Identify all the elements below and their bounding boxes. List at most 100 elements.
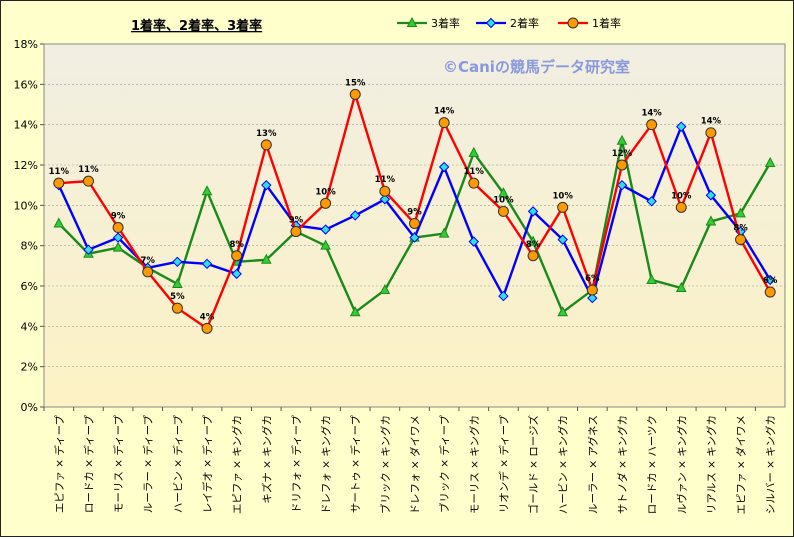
y-tick-label: 14% xyxy=(14,119,38,132)
y-tick-label: 8% xyxy=(21,240,38,253)
watermark: ©Caniの競馬データ研究室 xyxy=(443,58,630,76)
data-point-triangle xyxy=(616,134,628,145)
data-label: 11% xyxy=(78,165,99,175)
data-label: 12% xyxy=(612,149,633,159)
data-label: 6% xyxy=(585,274,600,284)
x-tick-label: キズナ × キングカ xyxy=(260,415,273,504)
data-point-triangle xyxy=(349,306,361,317)
x-tick-label: ロードカ × ディープ xyxy=(82,415,95,514)
x-tick-label: エピファ × ディープ xyxy=(53,415,66,514)
y-tick-label: 18% xyxy=(14,38,38,51)
data-point-diamond xyxy=(676,121,687,132)
data-point-diamond xyxy=(231,268,242,280)
data-point-circle xyxy=(82,175,94,187)
data-label: 14% xyxy=(701,117,722,127)
data-point-diamond xyxy=(764,274,776,286)
data-point-diamond xyxy=(320,224,331,235)
data-point-diamond xyxy=(379,194,391,205)
x-tick-label: ブリック × ディープ xyxy=(438,415,451,514)
data-point-diamond xyxy=(261,179,272,191)
data-label: 10% xyxy=(315,187,336,197)
y-tick-label: 6% xyxy=(21,280,38,293)
data-point-circle xyxy=(112,222,124,234)
data-point-triangle xyxy=(438,227,450,238)
data-label: 15% xyxy=(345,78,366,88)
x-tick-label: ドリフォ × ディープ xyxy=(290,415,303,514)
data-point-triangle xyxy=(498,187,509,198)
legend-item-1: 3着率 xyxy=(397,16,460,30)
data-label: 13% xyxy=(256,129,277,139)
data-label: 11% xyxy=(375,175,396,185)
data-point-circle xyxy=(379,185,391,197)
data-point-triangle xyxy=(527,235,539,246)
data-point-circle xyxy=(468,177,480,189)
data-labels: 11% 11% 9% 7% 5% 4% 8% 13% 9% 10% 15% 11% 9% 14% 11% 10… xyxy=(49,78,778,322)
data-point-triangle xyxy=(557,306,569,317)
data-label: 8% xyxy=(733,224,748,234)
data-point-diamond xyxy=(527,206,539,217)
gridlines xyxy=(44,84,785,367)
data-point-triangle xyxy=(112,241,124,252)
data-label: 6% xyxy=(763,276,778,286)
data-point-triangle xyxy=(379,283,391,295)
y-axis: 0% 2% 4% 6% 8% 10% 12% 14% 16% 18% xyxy=(14,38,44,414)
data-label: 9% xyxy=(111,212,126,222)
data-point-circle xyxy=(567,17,579,29)
data-point-triangle xyxy=(201,185,213,196)
data-label: 14% xyxy=(641,109,662,119)
data-label: 11% xyxy=(49,167,70,177)
data-point-triangle xyxy=(53,217,65,228)
y-tick-label: 4% xyxy=(21,320,38,333)
data-point-diamond xyxy=(172,256,183,268)
x-tick-label: ゴールド × ロージズ xyxy=(527,415,540,514)
data-point-diamond xyxy=(438,161,450,173)
x-tick-label: モーリス × ディープ xyxy=(112,415,125,514)
data-point-circle xyxy=(527,250,539,262)
x-tick-label: サトノダ × キングカ xyxy=(616,415,629,514)
data-point-diamond xyxy=(201,258,213,270)
data-label: 7% xyxy=(141,256,156,266)
data-point-circle xyxy=(231,250,243,262)
data-label: 11% xyxy=(464,167,485,177)
data-point-diamond xyxy=(705,190,717,201)
data-point-triangle xyxy=(764,156,776,167)
x-tick-label: ドレフォ × キングカ xyxy=(320,415,333,514)
data-point-circle xyxy=(409,217,420,229)
data-point-circle xyxy=(320,197,332,209)
data-point-circle xyxy=(646,119,658,131)
x-tick-label: ハービン × キングカ xyxy=(557,415,570,514)
data-label: 10% xyxy=(553,191,574,201)
data-point-triangle xyxy=(735,207,746,218)
x-tick-label: エピファ × ダイワメ xyxy=(735,415,748,514)
chart-title: 1着率、2着率、3着率 xyxy=(131,18,262,34)
y-tick-label: 0% xyxy=(21,401,38,414)
data-point-triangle xyxy=(172,277,183,288)
data-point-circle xyxy=(171,302,183,314)
data-point-circle xyxy=(616,159,628,171)
data-label: 10% xyxy=(671,191,692,201)
data-point-circle xyxy=(438,117,450,129)
data-point-diamond xyxy=(616,179,628,191)
data-point-diamond xyxy=(498,290,509,302)
data-point-diamond xyxy=(557,234,568,245)
data-point-triangle xyxy=(705,215,717,226)
data-point-triangle xyxy=(675,281,687,293)
data-point-circle xyxy=(675,201,687,213)
y-tick-label: 10% xyxy=(14,199,38,212)
data-point-circle xyxy=(735,234,747,246)
x-tick-label: ルーラー × アグネス xyxy=(586,415,599,514)
data-point-circle xyxy=(705,127,717,139)
legend-label: 1着率 xyxy=(592,16,621,30)
data-label: 5% xyxy=(170,292,185,302)
x-tick-label: ルヴァン × キングカ xyxy=(675,415,688,514)
legend-label: 3着率 xyxy=(431,16,460,30)
data-label: 9% xyxy=(407,207,422,217)
data-point-circle xyxy=(142,266,154,278)
data-point-diamond xyxy=(485,17,497,29)
x-tick-label: ハービン × ディープ xyxy=(171,415,184,514)
x-tick-label: ブリック × キングカ xyxy=(379,415,392,514)
data-point-triangle xyxy=(468,146,480,157)
data-point-triangle xyxy=(406,16,418,27)
x-tick-label: レイデオ × ディープ xyxy=(201,415,214,514)
